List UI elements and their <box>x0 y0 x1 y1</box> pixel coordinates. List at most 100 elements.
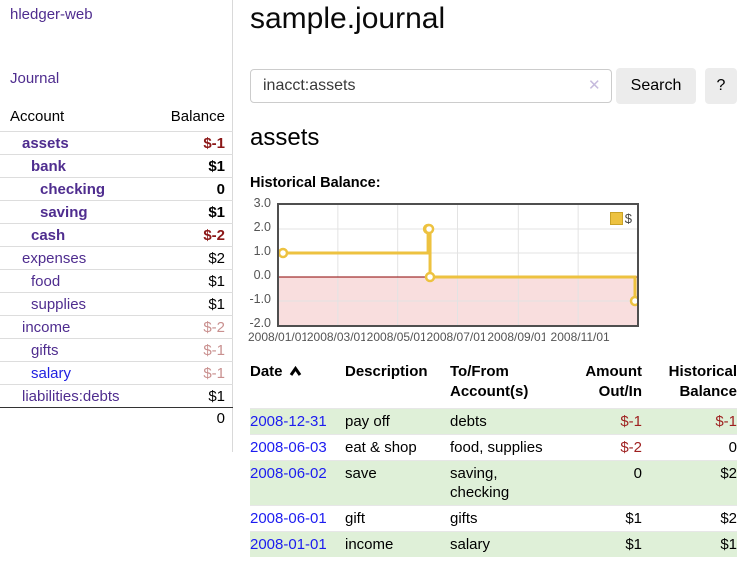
account-balance: $1 <box>208 157 225 175</box>
transaction-balance: $2 <box>642 460 737 506</box>
transaction-balance: $1 <box>642 531 737 557</box>
transaction-accounts: gifts <box>450 505 558 532</box>
account-heading: assets <box>250 124 320 151</box>
sidebar-account-link[interactable]: saving <box>40 203 88 221</box>
y-axis-tick-label: 3.0 <box>253 196 271 210</box>
column-header-balance: Historical Balance <box>668 363 737 400</box>
account-row: salary $-1 <box>0 361 233 384</box>
y-axis-tick-label: 1.0 <box>253 244 271 258</box>
accounts-table-header: Account Balance <box>0 104 233 131</box>
sidebar-account-link[interactable]: gifts <box>31 341 59 359</box>
account-balance: $1 <box>208 203 225 221</box>
account-balance: $-1 <box>203 341 225 359</box>
balance-column-header: Balance <box>170 108 225 125</box>
account-column-header: Account <box>10 108 65 125</box>
sidebar-account-link[interactable]: liabilities:debts <box>22 387 120 405</box>
transaction-date-link[interactable]: 2008-06-01 <box>250 510 327 527</box>
sidebar-account-link[interactable]: income <box>22 318 71 336</box>
account-balance: 0 <box>216 180 225 198</box>
sidebar-account-link[interactable]: checking <box>40 180 106 198</box>
account-row: liabilities:debts $1 <box>0 384 233 407</box>
account-balance: $-1 <box>203 364 225 382</box>
transaction-date-link[interactable]: 2008-12-31 <box>250 413 327 430</box>
legend-label: $ <box>624 211 632 226</box>
sidebar-item-journal[interactable]: Journal <box>10 70 60 87</box>
transaction-balance: $2 <box>642 505 737 532</box>
transaction-amount: $1 <box>558 505 642 532</box>
transaction-description: pay off <box>345 408 450 435</box>
account-row: checking 0 <box>0 177 233 200</box>
balance-chart: 3.0 2.0 1.0 0.0 -1.0 -2.0 $2008/01/01 2008/03/0… <box>248 196 710 348</box>
account-row: income $-2 <box>0 315 233 338</box>
chart-title: Historical Balance: <box>250 175 381 191</box>
account-row: expenses $2 <box>0 246 233 269</box>
transaction-row: 2008-06-01 gift gifts $1 $2 <box>250 505 737 532</box>
column-header-accounts: To/From Account(s) <box>450 363 529 400</box>
transaction-accounts: salary <box>450 531 558 557</box>
clear-search-icon[interactable]: ✕ <box>588 77 601 94</box>
transaction-row: 2008-06-03 eat & shop food, supplies $-2 0 <box>250 434 737 461</box>
column-header-date[interactable]: Date <box>250 360 345 409</box>
account-balance: $1 <box>208 387 225 405</box>
account-balance: $1 <box>208 295 225 313</box>
transaction-row: 2008-12-31 pay off debts $-1 $-1 <box>250 408 737 435</box>
column-header-amount: Amount Out/In <box>585 363 642 400</box>
transaction-date-cell: 2008-01-01 <box>250 531 345 557</box>
help-button[interactable]: ? <box>705 68 737 104</box>
brand-link[interactable]: hledger-web <box>10 6 93 23</box>
sidebar: hledger-web Journal Account Balance asse… <box>0 0 233 452</box>
y-axis-tick-label: 2.0 <box>253 220 271 234</box>
transaction-date-link[interactable]: 2008-06-03 <box>250 439 327 456</box>
plot-area: $ <box>277 203 641 327</box>
x-axis-tick-label: 2008/01/01 <box>248 330 306 344</box>
transaction-balance: $-1 <box>642 408 737 435</box>
transaction-description: income <box>345 531 450 557</box>
x-axis-tick-label: 2008/07/01 <box>426 330 485 344</box>
x-axis-tick-label: 2008/09/01 <box>487 330 546 344</box>
accounts-total: 0 <box>0 407 233 430</box>
page-title: sample.journal <box>250 2 446 35</box>
transaction-balance: 0 <box>642 434 737 461</box>
search-form: ✕ Search ? <box>250 68 737 104</box>
transaction-description: save <box>345 460 450 506</box>
y-axis-tick-label: -2.0 <box>249 316 271 330</box>
sidebar-account-link[interactable]: cash <box>31 226 66 244</box>
account-row: food $1 <box>0 269 233 292</box>
accounts-rows: assets $-1 bank $1 checking 0 saving $1 cash $-2 e… <box>0 131 233 407</box>
account-balance: $1 <box>208 272 225 290</box>
transaction-row: 2008-01-01 income salary $1 $1 <box>250 531 737 557</box>
account-balance: $-2 <box>203 226 225 244</box>
account-row: assets $-1 <box>0 131 233 154</box>
sidebar-account-link[interactable]: supplies <box>31 295 87 313</box>
register-header-row: Date Description To/From Account(s) Amou… <box>250 360 737 409</box>
register-table-body: 2008-12-31 pay off debts $-1 $-1 2008-06-03 ea… <box>250 408 737 557</box>
y-axis-tick-label: 0.0 <box>253 268 271 282</box>
search-input[interactable] <box>250 69 612 103</box>
sidebar-account-link[interactable]: assets <box>22 134 69 152</box>
transaction-date-cell: 2008-06-02 <box>250 460 345 506</box>
transaction-date-link[interactable]: 2008-06-02 <box>250 465 327 482</box>
account-row: gifts $-1 <box>0 338 233 361</box>
sidebar-account-link[interactable]: bank <box>31 157 67 175</box>
y-axis-tick-label: -1.0 <box>249 292 271 306</box>
x-axis-tick-label: 2008/05/01 <box>366 330 425 344</box>
date-header-label: Date <box>250 363 283 380</box>
account-row: cash $-2 <box>0 223 233 246</box>
account-balance: $-2 <box>203 318 225 336</box>
transaction-accounts: food, supplies <box>450 434 558 461</box>
chart-legend: $ <box>607 210 634 227</box>
transaction-description: gift <box>345 505 450 532</box>
transaction-row: 2008-06-02 save saving, checking 0 $2 <box>250 460 737 506</box>
transaction-amount: $-2 <box>558 434 642 461</box>
sidebar-account-link[interactable]: salary <box>31 364 72 382</box>
sidebar-account-link[interactable]: expenses <box>22 249 87 267</box>
search-button[interactable]: Search <box>616 68 696 104</box>
transaction-accounts: debts <box>450 408 558 435</box>
transaction-date-cell: 2008-06-03 <box>250 434 345 461</box>
sidebar-account-link[interactable]: food <box>31 272 61 290</box>
transaction-amount: $1 <box>558 531 642 557</box>
transaction-date-link[interactable]: 2008-01-01 <box>250 536 327 553</box>
transaction-description: eat & shop <box>345 434 450 461</box>
x-axis-tick-label: 2008/11/01 <box>550 330 610 344</box>
transaction-amount: $-1 <box>558 408 642 435</box>
